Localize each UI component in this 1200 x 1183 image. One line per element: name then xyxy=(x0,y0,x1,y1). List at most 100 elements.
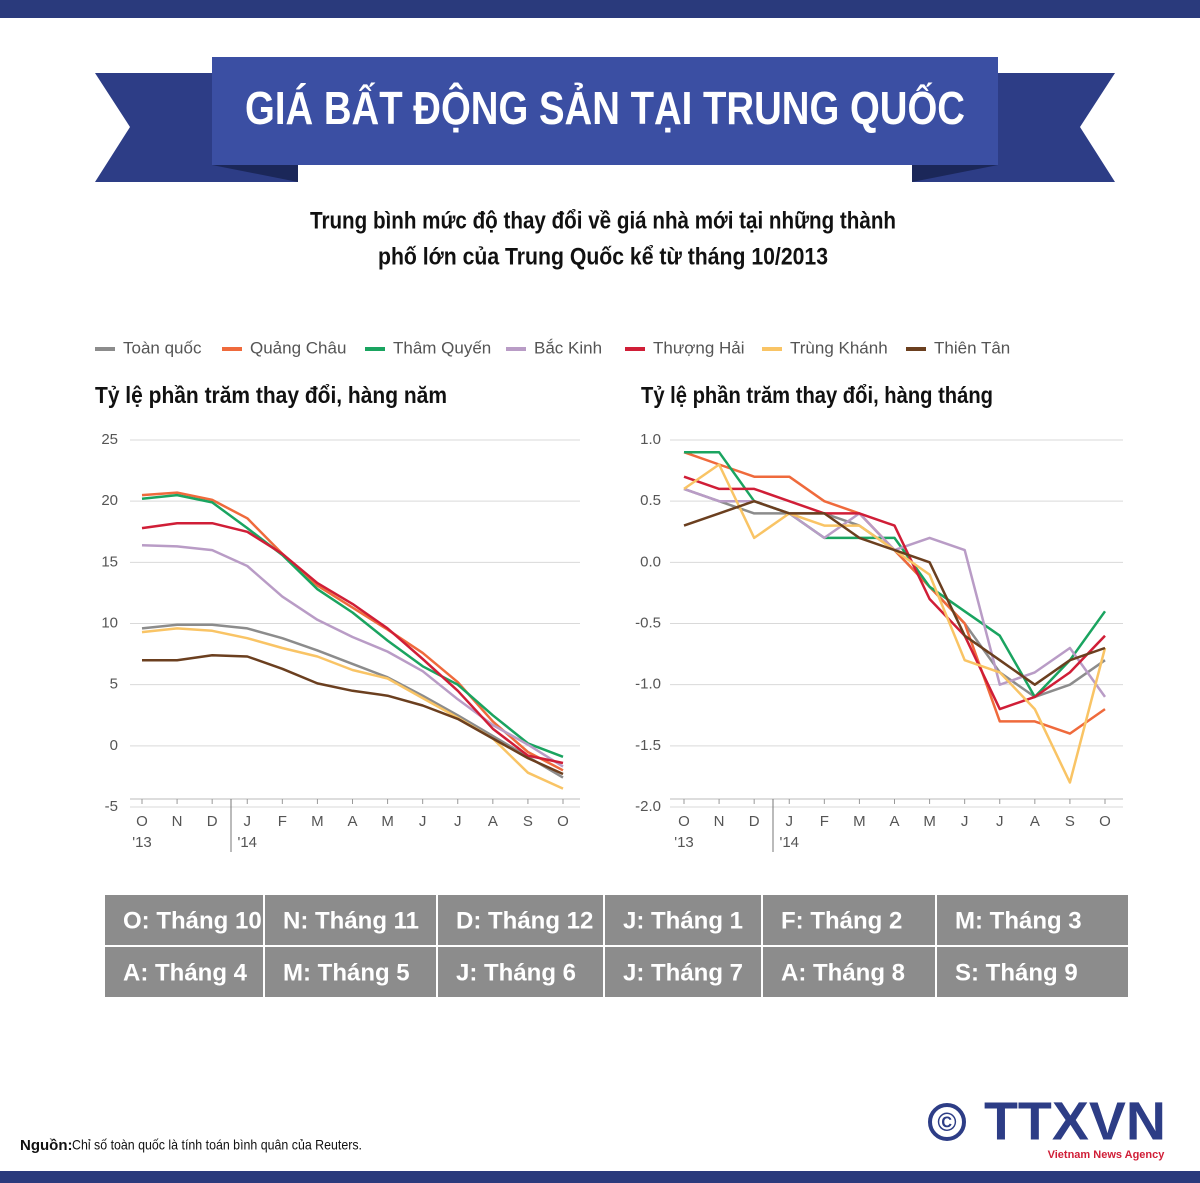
x-tick-label: J xyxy=(996,813,1004,830)
legend-label: Thiên Tân xyxy=(934,338,1010,357)
key-text: S: Tháng 9 xyxy=(955,959,1078,986)
charts: Tỷ lệ phần trăm thay đổi, hàng năm -5 0 5 10… xyxy=(95,382,1123,852)
logo-name: TTXVN xyxy=(984,1091,1166,1151)
bottom-bar xyxy=(0,1171,1200,1183)
y-tick-label: -1.0 xyxy=(635,676,661,693)
x-tick-label: J xyxy=(786,813,794,830)
y-tick-label: 15 xyxy=(101,553,118,570)
x-tick-label: J xyxy=(961,813,969,830)
key-cell xyxy=(763,947,935,997)
x-tick-label: A xyxy=(1030,813,1040,830)
key-text: J: Tháng 1 xyxy=(623,907,743,934)
key-text: A: Tháng 4 xyxy=(123,959,248,986)
x-tick-label: J xyxy=(419,813,427,830)
key-cell xyxy=(438,895,603,945)
x-tick-label: M xyxy=(311,813,324,830)
chart-title: Tỷ lệ phần trăm thay đổi, hàng tháng xyxy=(641,382,993,408)
key-text: A: Tháng 8 xyxy=(781,959,905,986)
y-tick-label: 1.0 xyxy=(640,431,661,448)
logo-symbol: © xyxy=(937,1107,956,1137)
key-cell xyxy=(105,895,263,945)
key-cell xyxy=(937,895,1128,945)
y-tick-label: 0 xyxy=(110,737,118,754)
x-tick-label: F xyxy=(278,813,287,830)
x-tick-label: J xyxy=(244,813,252,830)
legend-label: Thượng Hải xyxy=(653,338,745,357)
y-tick-label: 0.0 xyxy=(640,553,661,570)
subtitle: Trung bình mức độ thay đổi về giá nhà mớ… xyxy=(310,207,896,234)
y-tick-label: -2.0 xyxy=(635,798,661,815)
key-text: M: Tháng 3 xyxy=(955,907,1082,934)
legend-label: Quảng Châu xyxy=(250,338,346,357)
legend-label: Toàn quốc xyxy=(123,338,202,357)
x-tick-label: D xyxy=(749,813,760,830)
key-cell xyxy=(605,947,761,997)
line-series xyxy=(141,491,564,772)
x-tick-label: M xyxy=(853,813,866,830)
x-tick-label: A xyxy=(889,813,899,830)
line-series xyxy=(141,493,564,758)
line-series xyxy=(141,623,564,779)
line-series xyxy=(683,475,1106,711)
key-cell xyxy=(105,947,263,997)
x-tick-label: M xyxy=(923,813,936,830)
legend: Toàn quốc Quảng Châu Thâm Quyến Bắc Kinh Thư… xyxy=(95,338,1010,357)
key-text: J: Tháng 6 xyxy=(456,959,576,986)
x-tick-label: O xyxy=(136,813,148,830)
logo-tagline: Vietnam News Agency xyxy=(1048,1149,1166,1161)
key-text: F: Tháng 2 xyxy=(781,907,902,934)
legend-label: Bắc Kinh xyxy=(534,338,602,357)
x-tick-label: S xyxy=(523,813,533,830)
x-tick-label: O xyxy=(1099,813,1111,830)
y-tick-label: 0.5 xyxy=(640,492,661,509)
x-tick-label: O xyxy=(557,813,569,830)
x-tick-label: A xyxy=(347,813,357,830)
x-tick-label: J xyxy=(454,813,462,830)
top-bar xyxy=(0,0,1200,18)
x-tick-label: N xyxy=(714,813,725,830)
line-series xyxy=(683,499,1106,686)
x-group-label: '13 xyxy=(674,834,694,851)
key-text: M: Tháng 5 xyxy=(283,959,410,986)
key-cell xyxy=(605,895,761,945)
line-series xyxy=(142,654,564,776)
y-tick-label: 5 xyxy=(110,676,118,693)
chart-title: Tỷ lệ phần trăm thay đổi, hàng năm xyxy=(95,382,447,408)
ribbon-fold xyxy=(212,165,298,182)
x-tick-label: N xyxy=(172,813,183,830)
key-cell xyxy=(438,947,603,997)
line-series xyxy=(141,543,564,768)
x-tick-label: O xyxy=(678,813,690,830)
logo-circle xyxy=(928,1103,966,1141)
y-tick-label: -1.5 xyxy=(635,737,661,754)
x-group-label: '14 xyxy=(779,834,799,851)
title: GIÁ BẤT ĐỘNG SẢN TẠI TRUNG QUỐC xyxy=(245,82,965,134)
y-tick-label: -5 xyxy=(105,798,118,815)
key-cell xyxy=(265,895,436,945)
legend-label: Trùng Khánh xyxy=(790,338,888,357)
key-cell xyxy=(265,947,436,997)
x-tick-label: D xyxy=(207,813,218,830)
y-tick-label: 25 xyxy=(101,431,118,448)
legend-label: Thâm Quyến xyxy=(393,338,491,357)
y-tick-label: 20 xyxy=(101,492,118,509)
y-tick-label: 10 xyxy=(101,614,118,631)
subtitle: phố lớn của Trung Quốc kể từ tháng 10/20… xyxy=(378,243,828,270)
ribbon-fold xyxy=(912,165,998,182)
line-series xyxy=(141,521,564,765)
key-text: N: Tháng 11 xyxy=(283,907,419,934)
key-text: O: Tháng 10 xyxy=(123,907,262,934)
x-tick-label: F xyxy=(820,813,829,830)
x-tick-label: M xyxy=(381,813,394,830)
y-tick-label: -0.5 xyxy=(635,614,661,631)
month-key: O: Tháng 10 N: Tháng 11 D: Tháng 12 J: Thán… xyxy=(105,895,1128,997)
x-tick-label: S xyxy=(1065,813,1075,830)
key-text: J: Tháng 7 xyxy=(623,959,743,986)
source-label: Nguồn: xyxy=(20,1137,72,1154)
x-group-label: '14 xyxy=(237,834,257,851)
source-text: Chỉ số toàn quốc là tính toán bình quân … xyxy=(72,1137,362,1153)
banner xyxy=(212,57,998,165)
x-group-label: '13 xyxy=(132,834,152,851)
key-cell xyxy=(763,895,935,945)
